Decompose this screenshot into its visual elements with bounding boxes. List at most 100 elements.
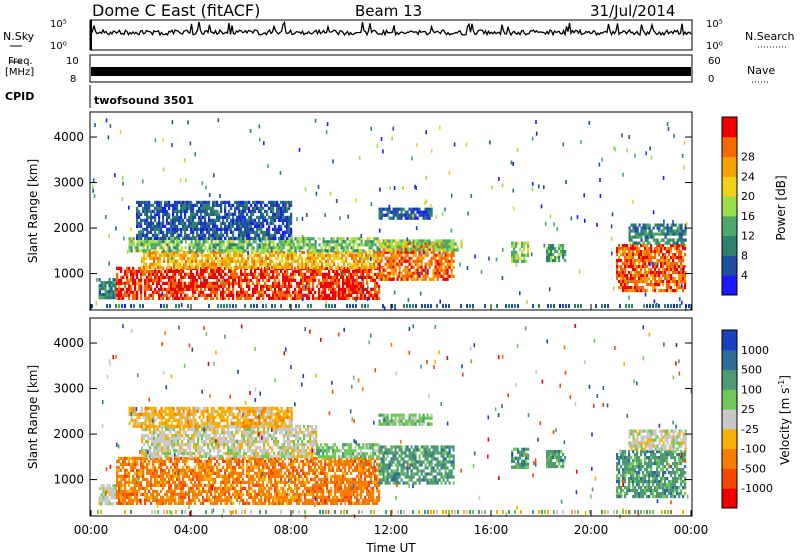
data-cell (366, 281, 369, 285)
data-cell (149, 262, 152, 266)
data-cell (332, 296, 335, 300)
data-cell (359, 256, 362, 260)
data-cell (182, 200, 185, 204)
data-cell (368, 296, 371, 300)
data-cell (227, 262, 230, 266)
data-cell (121, 197, 124, 202)
data-cell (182, 489, 185, 493)
data-cell (448, 304, 450, 308)
data-cell (640, 280, 643, 284)
data-cell (166, 296, 169, 300)
data-cell (217, 304, 219, 308)
data-cell (422, 213, 425, 217)
data-cell (382, 253, 385, 257)
data-cell (223, 256, 226, 260)
data-cell (198, 249, 201, 253)
data-cell (108, 233, 110, 238)
data-cell (240, 224, 243, 228)
data-cell (298, 243, 301, 247)
data-cell (378, 290, 381, 294)
data-cell (163, 253, 166, 257)
data-cell (282, 281, 285, 285)
data-cell (303, 265, 306, 269)
data-cell (227, 256, 230, 260)
data-cell (420, 265, 423, 269)
data-cell (642, 280, 645, 284)
data-cell (460, 304, 462, 308)
data-cell (174, 275, 177, 279)
data-cell (422, 277, 425, 281)
data-cell (562, 250, 565, 254)
data-cell (164, 287, 167, 291)
data-cell (238, 206, 241, 210)
data-cell (355, 265, 358, 269)
data-cell (166, 209, 169, 213)
data-cell (375, 265, 378, 269)
data-cell (331, 253, 334, 257)
data-cell (684, 223, 687, 227)
data-cell (390, 259, 393, 263)
data-cell (106, 499, 109, 503)
data-cell (332, 281, 335, 285)
data-cell (656, 283, 659, 287)
data-cell (191, 253, 194, 257)
data-cell (642, 229, 645, 233)
data-cell (525, 241, 528, 245)
data-cell (116, 296, 119, 300)
data-cell (296, 217, 298, 222)
data-cell (202, 236, 205, 240)
data-cell (112, 484, 115, 488)
data-cell (346, 278, 349, 282)
data-cell (286, 290, 289, 294)
data-cell (178, 249, 181, 253)
data-cell (213, 253, 216, 257)
data-cell (141, 265, 144, 269)
data-cell (124, 281, 127, 285)
data-cell (367, 297, 369, 301)
data-cell (180, 215, 183, 219)
data-cell (258, 238, 261, 243)
data-cell (259, 250, 262, 254)
data-cell (262, 224, 265, 228)
data-cell (327, 253, 330, 257)
data-cell (209, 262, 212, 266)
data-cell (426, 245, 429, 249)
data-cell (268, 200, 271, 204)
data-cell (240, 215, 243, 219)
data-cell (190, 243, 193, 247)
data-cell (406, 210, 409, 214)
data-cell (441, 211, 444, 216)
data-cell (206, 206, 209, 210)
data-cell (442, 241, 445, 245)
data-cell (333, 262, 336, 266)
data-cell (554, 256, 557, 260)
data-cell (140, 281, 143, 285)
data-cell (244, 304, 246, 308)
data-cell (162, 236, 165, 240)
data-cell (286, 218, 289, 222)
data-cell (668, 262, 671, 266)
data-cell (254, 221, 257, 225)
data-cell (302, 284, 305, 288)
data-cell (414, 268, 417, 272)
data-cell (300, 278, 303, 282)
data-cell (513, 250, 516, 254)
data-cell (382, 247, 385, 251)
data-cell (682, 256, 685, 260)
data-cell (188, 236, 191, 240)
data-cell (200, 281, 203, 285)
data-cell (246, 240, 249, 244)
data-cell (180, 480, 183, 484)
data-cell (268, 296, 271, 300)
data-cell (420, 256, 423, 260)
data-cell (327, 256, 330, 260)
data-cell (351, 256, 354, 260)
data-cell (558, 247, 561, 251)
data-cell (308, 293, 311, 297)
data-cell (120, 501, 123, 505)
data-cell (296, 290, 299, 294)
data-cell (624, 268, 627, 272)
data-cell (634, 223, 637, 227)
data-cell (214, 293, 217, 297)
data-cell (190, 203, 193, 207)
